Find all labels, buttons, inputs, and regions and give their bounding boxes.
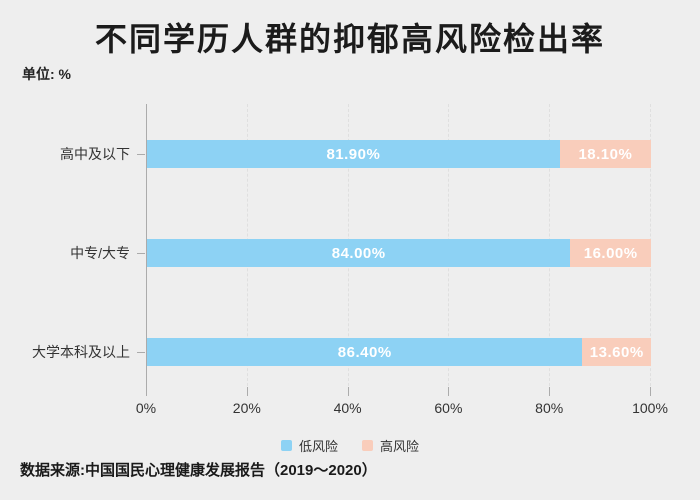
x-tick: [549, 387, 551, 396]
legend-item: 低风险: [280, 436, 338, 455]
legend: 低风险 高风险: [0, 436, 700, 455]
bar-row: 86.40% 13.60%: [147, 338, 651, 366]
legend-label: 高风险: [380, 439, 420, 454]
bar-value-label: 16.00%: [583, 244, 638, 262]
bar-segment-高风险: 16.00%: [570, 239, 651, 267]
x-tick-label: 40%: [333, 400, 362, 416]
bar-value-label: 18.10%: [578, 145, 633, 163]
x-tick: [650, 387, 651, 396]
x-tick-label: 60%: [434, 400, 463, 416]
legend-label: 低风险: [298, 439, 338, 454]
plot-area: 81.90% 18.10% 84.00% 16.00% 86.40% 13.60%: [146, 104, 651, 396]
bar-value-label: 84.00%: [331, 244, 386, 262]
bar-value-label: 81.90%: [326, 145, 381, 163]
bar-value-label: 13.60%: [589, 343, 644, 361]
category-label: 高中及以下: [60, 146, 130, 162]
legend-swatch-高风险: [362, 440, 373, 451]
category-tick: [137, 352, 145, 353]
bar-segment-高风险: 18.10%: [559, 140, 651, 168]
bar-segment-低风险: 81.90%: [147, 140, 560, 168]
x-tick: [146, 387, 147, 396]
x-tick-label: 100%: [632, 400, 668, 416]
bar-row: 81.90% 18.10%: [147, 140, 651, 168]
x-tick: [448, 387, 450, 396]
chart-title: 不同学历人群的抑郁高风险检出率: [94, 21, 605, 57]
category-label: 大学本科及以上: [32, 344, 130, 360]
x-tick-label: 80%: [535, 400, 564, 416]
legend-item: 高风险: [362, 436, 419, 455]
category-tick: [137, 154, 145, 155]
x-tick: [246, 387, 248, 396]
category-label: 中专/大专: [70, 245, 130, 261]
x-tick-label: 0%: [135, 400, 157, 416]
x-tick: [347, 387, 349, 396]
source-note: 数据来源:中国国民心理健康发展报告（2019～2020）: [20, 462, 377, 479]
bar-segment-高风险: 13.60%: [582, 338, 651, 366]
bar-segment-低风险: 86.40%: [147, 338, 583, 366]
x-tick-label: 20%: [232, 400, 261, 416]
unit-label: 单位: %: [22, 66, 71, 82]
bar-value-label: 86.40%: [337, 343, 392, 361]
bar-row: 84.00% 16.00%: [147, 239, 651, 267]
category-tick: [137, 253, 145, 254]
bar-segment-低风险: 84.00%: [147, 239, 571, 267]
legend-swatch-低风险: [280, 440, 292, 451]
